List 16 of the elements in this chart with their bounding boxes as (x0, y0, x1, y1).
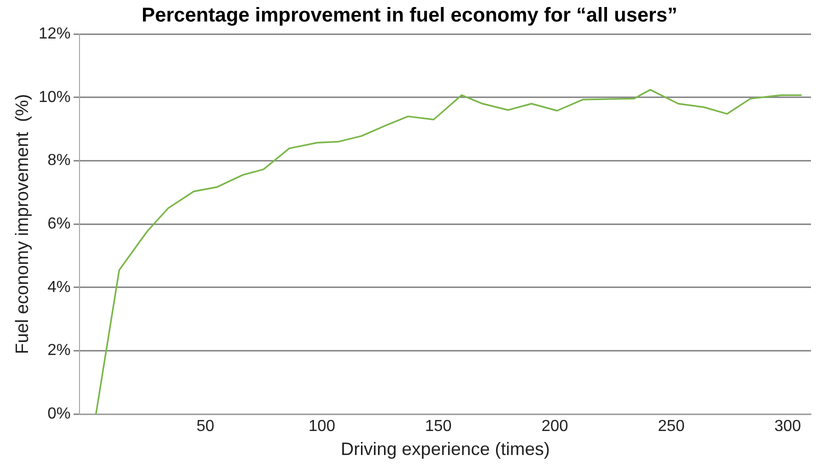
x-tick-label: 150 (424, 418, 452, 436)
chart-title: Percentage improvement in fuel economy for “all users” (142, 4, 678, 27)
y-tick-label: 4% (48, 278, 71, 296)
x-tick-label: 250 (658, 418, 685, 436)
x-tick-label: 300 (774, 418, 802, 436)
y-tick-label: 10% (38, 88, 71, 106)
y-axis-title: Fuel economy improvement (%) (12, 94, 32, 354)
y-tick-label: 6% (48, 216, 71, 233)
x-tick-label: 100 (308, 418, 336, 436)
y-tick-label: 2% (48, 342, 71, 360)
x-tick-label: 50 (196, 418, 214, 436)
y-tick-label: 8% (48, 152, 71, 170)
y-tick-label: 0% (48, 406, 71, 423)
x-tick-label: 200 (541, 418, 568, 436)
x-axis-title: Driving experience (times) (340, 439, 550, 460)
y-tick-label: 12% (38, 25, 71, 42)
